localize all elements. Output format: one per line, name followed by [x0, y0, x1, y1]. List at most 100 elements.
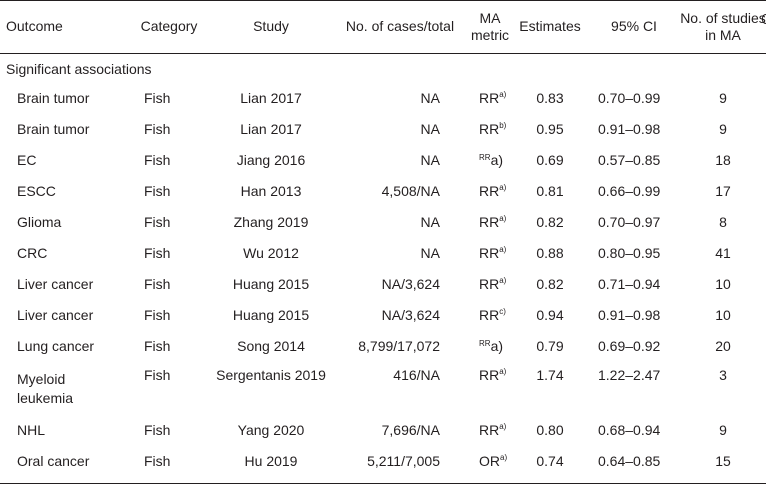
footnote-marker: a): [499, 367, 507, 376]
cell-ci: 0.91–0.98: [598, 121, 661, 137]
cell-ci: 0.70–0.97: [598, 214, 661, 230]
cell-estimate: 0.82: [536, 214, 564, 230]
header-category: Category: [140, 18, 198, 34]
table-row: Liver cancer Fish Huang 2015 NA/3,624 RR…: [0, 269, 766, 300]
table-row: Oral cancer Fish Hu 2019 5,211/7,005 ORa…: [0, 446, 766, 477]
header-outcome: Outcome: [6, 18, 63, 34]
header-ci: 95% CI: [611, 18, 657, 34]
cell-outcome: Brain tumor: [17, 90, 90, 106]
header-estimates: Estimates: [519, 18, 581, 34]
cell-estimate: 0.83: [536, 90, 564, 106]
cell-cases: 7,696/NA: [381, 422, 440, 438]
cell-metric: RRa): [468, 362, 512, 415]
footnote-marker: a): [500, 453, 508, 462]
footnote-marker: a): [490, 152, 504, 168]
cell-studies: 8: [719, 214, 727, 230]
table-header-rule: [0, 53, 766, 54]
cell-ci: 0.91–0.98: [598, 307, 661, 323]
table-row: Glioma Fish Zhang 2019 NA RRa) 0.82 0.70…: [0, 207, 766, 238]
header-metric: MA metric: [468, 0, 512, 53]
footnote-marker: b): [499, 121, 507, 130]
cell-metric: RRa): [468, 269, 512, 300]
cell-category: Fish: [144, 214, 171, 230]
cell-studies: 18: [715, 152, 731, 168]
header-row: Outcome Category Study No. of cases/tota…: [0, 0, 766, 53]
cell-cases: NA: [420, 121, 440, 137]
cell-estimate: 0.69: [536, 152, 564, 168]
header-metric-line2: metric: [470, 26, 510, 43]
cell-ci: 0.57–0.85: [598, 152, 661, 168]
header-study: Study: [253, 18, 289, 34]
footnote-marker: a): [499, 245, 507, 254]
cell-metric: RRa): [468, 83, 512, 114]
cell-studies: 9: [719, 422, 727, 438]
cell-cases: 8,799/17,072: [358, 338, 440, 354]
cell-estimate: 0.94: [536, 307, 564, 323]
cell-study: Song 2014: [237, 338, 305, 354]
cell-outcome: Oral cancer: [17, 453, 90, 469]
cell-studies: 20: [715, 338, 731, 354]
cell-metric: RRa): [468, 176, 512, 207]
header-studies-line1: No. of studies: [680, 9, 766, 26]
cell-estimate: 0.74: [536, 453, 564, 469]
cell-outcome: Lung cancer: [17, 338, 95, 354]
cell-estimate: 0.82: [536, 276, 564, 292]
metric-text: RR: [479, 307, 500, 323]
metric-text: RR: [479, 367, 500, 383]
cell-outcome: Glioma: [17, 214, 62, 230]
cell-studies: 10: [715, 276, 731, 292]
cell-studies: 41: [715, 245, 731, 261]
cell-estimate: 0.88: [536, 245, 564, 261]
table-row: Liver cancer Fish Huang 2015 NA/3,624 RR…: [0, 300, 766, 331]
table-row: EC Fish Jiang 2016 NA RRa) 0.69 0.57–0.8…: [0, 145, 766, 176]
cell-estimate: 0.80: [536, 422, 564, 438]
footnote-marker: a): [499, 90, 507, 99]
cell-outcome: CRC: [17, 245, 48, 261]
metric-text: RR: [479, 245, 500, 261]
cell-category: Fish: [144, 245, 171, 261]
metric-text: RR: [479, 121, 500, 137]
header-studies: No. of studies in MA: [680, 0, 766, 53]
cell-metric: RRc): [468, 300, 512, 331]
header-cases: No. of cases/total: [345, 18, 455, 34]
cell-metric: ORa): [468, 446, 512, 477]
metric-text: OR: [479, 453, 500, 469]
cell-metric: RRa): [468, 238, 512, 269]
cell-ci: 0.70–0.99: [598, 90, 661, 106]
cell-study: Huang 2015: [232, 307, 310, 323]
cell-category: Fish: [144, 422, 171, 438]
cell-category: Fish: [144, 453, 171, 469]
cell-estimate: 0.95: [536, 121, 564, 137]
table-row: CRC Fish Wu 2012 NA RRa) 0.88 0.80–0.95 …: [0, 238, 766, 269]
table-row: ESCC Fish Han 2013 4,508/NA RRa) 0.81 0.…: [0, 176, 766, 207]
cell-cases: NA/3,624: [381, 276, 440, 292]
cell-outcome: ESCC: [17, 183, 56, 199]
outcome-wrap: Myeloid leukemia: [17, 370, 74, 406]
metric-text: RR: [479, 339, 491, 348]
cell-ci: 0.68–0.94: [598, 422, 661, 438]
cell-studies: 10: [715, 307, 731, 323]
cell-study: Huang 2015: [232, 276, 310, 292]
cropped-parenthesis-mark: [762, 14, 766, 24]
cell-category: Fish: [144, 183, 171, 199]
cell-metric: RRa): [468, 207, 512, 238]
cell-ci: 0.71–0.94: [598, 276, 661, 292]
cell-outcome: Brain tumor: [17, 121, 90, 137]
section-row: Significant associations: [0, 53, 766, 83]
cell-category: Fish: [144, 307, 171, 323]
cell-study: Han 2013: [240, 183, 302, 199]
cell-cases: 416/NA: [393, 367, 440, 383]
cell-studies: 17: [715, 183, 731, 199]
cell-study: Yang 2020: [237, 422, 305, 438]
table-top-rule: [0, 0, 766, 1]
cell-cases: 5,211/7,005: [367, 453, 440, 469]
cell-category: Fish: [144, 338, 171, 354]
cell-cases: NA: [420, 214, 440, 230]
cell-cases: NA: [420, 152, 440, 168]
cell-ci: 0.64–0.85: [598, 453, 661, 469]
cell-ci: 0.66–0.99: [598, 183, 661, 199]
cell-study: Jiang 2016: [236, 152, 306, 168]
cell-estimate: 0.81: [536, 183, 564, 199]
cell-outcome: Liver cancer: [17, 276, 94, 292]
cell-study: Zhang 2019: [233, 214, 309, 230]
